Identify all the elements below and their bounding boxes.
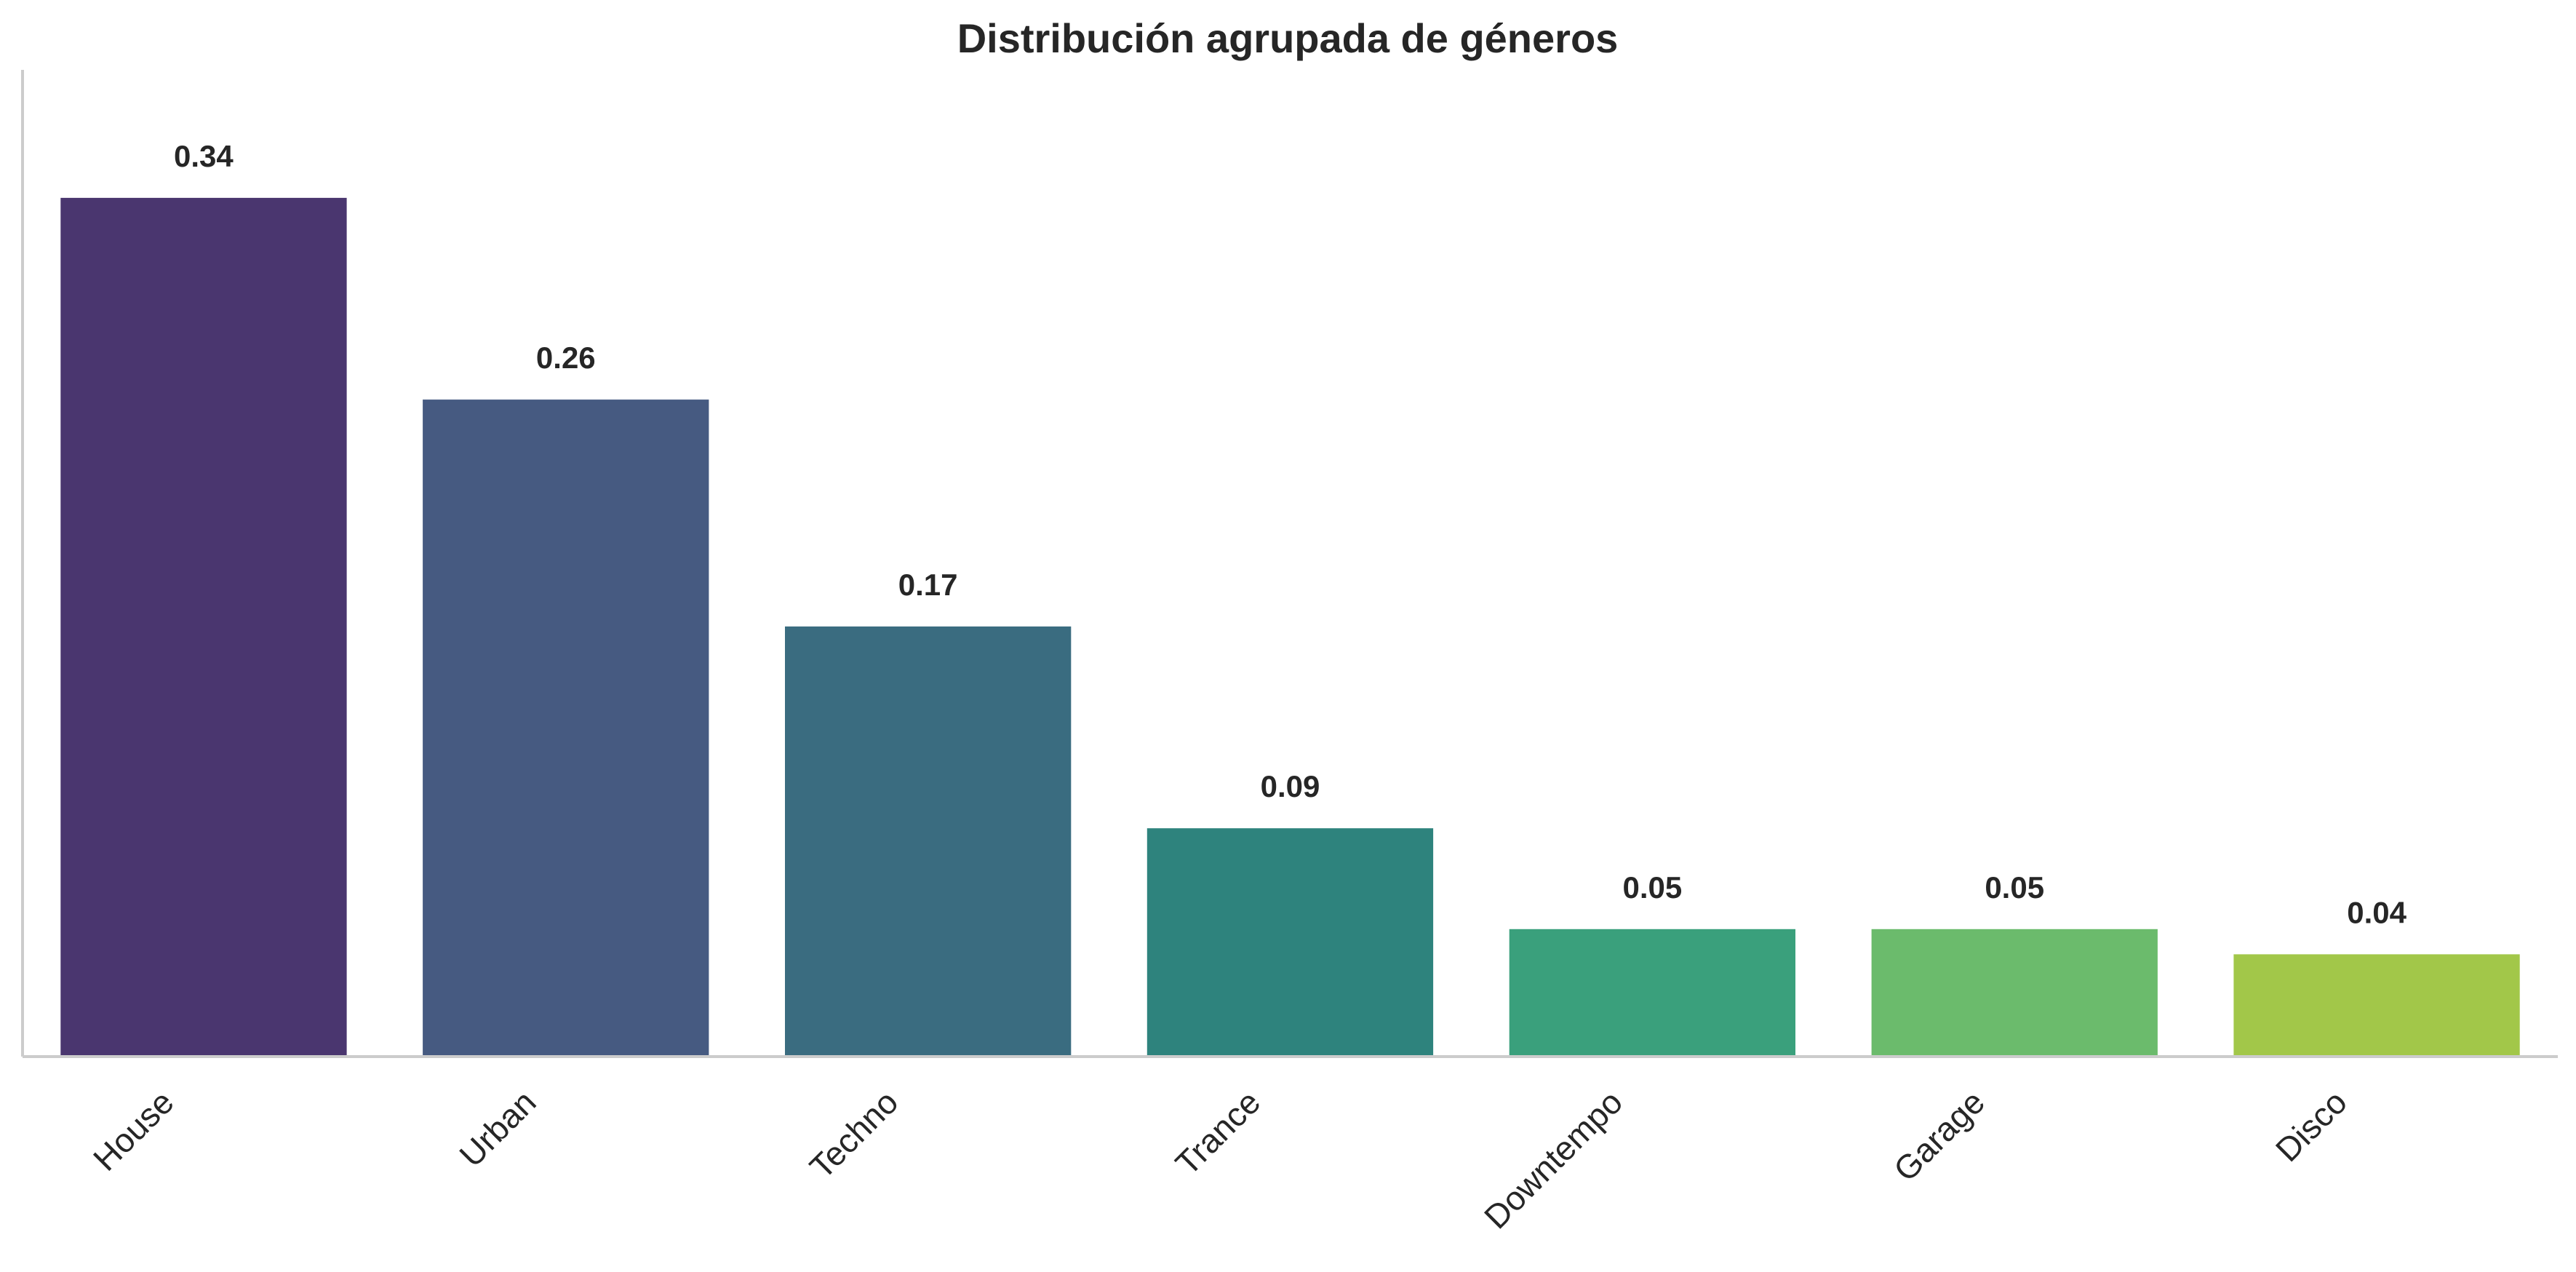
bar-downtempo: [1509, 929, 1795, 1056]
x-tick-labels-layer: House Urban Techno Trance Downtempo Garage Dis…: [86, 1083, 2354, 1236]
chart-title: Distribución agrupada de géneros: [957, 15, 1619, 61]
x-tick-label-downtempo: Downtempo: [1477, 1083, 1630, 1236]
x-tick-label-urban: Urban: [452, 1083, 543, 1174]
x-tick-label-garage: Garage: [1886, 1083, 1992, 1188]
x-tick-label-house: House: [86, 1083, 181, 1178]
x-tick-label-disco: Disco: [2268, 1083, 2354, 1169]
bars-layer: [60, 197, 2520, 1056]
bar-house: [60, 197, 347, 1055]
bar-techno: [785, 626, 1072, 1055]
value-label-techno: 0.17: [898, 568, 958, 602]
value-label-disco: 0.04: [2347, 895, 2406, 929]
value-label-trance: 0.09: [1261, 769, 1320, 803]
bar-garage: [1871, 929, 2158, 1056]
bar-disco: [2233, 954, 2520, 1055]
value-label-downtempo: 0.05: [1623, 870, 1683, 905]
x-tick-label-trance: Trance: [1168, 1083, 1268, 1182]
bar-trance: [1147, 828, 1434, 1055]
x-tick-label-techno: Techno: [802, 1083, 906, 1186]
value-label-urban: 0.26: [536, 341, 596, 375]
value-labels-layer: 0.34 0.26 0.17 0.09 0.05 0.05 0.04: [174, 139, 2407, 930]
bar-urban: [423, 400, 709, 1055]
value-label-house: 0.34: [174, 139, 234, 173]
value-label-garage: 0.05: [1985, 870, 2044, 905]
